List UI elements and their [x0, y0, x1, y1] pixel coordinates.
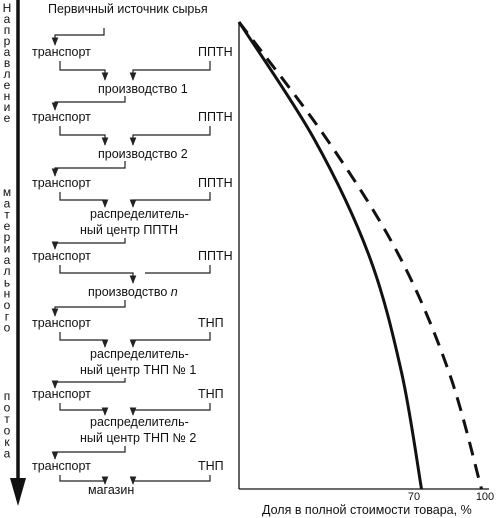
axis-letter: о — [4, 298, 11, 312]
production-1-label: производство 1 — [98, 82, 188, 96]
pptn-label-3: ППТН — [198, 176, 233, 190]
transport-label-4: транспорт — [32, 249, 91, 263]
connector-tnp6-dctnp2 — [129, 403, 211, 416]
pptn-label-4: ППТН — [198, 249, 233, 263]
x-axis-label: Доля в полной стоимости товара, % — [262, 503, 472, 517]
connector-tnp7-store — [129, 475, 211, 485]
connector-dctnp1-transport6 — [51, 378, 126, 389]
connector-production2-transport3 — [51, 161, 126, 177]
axis-letter: а — [4, 253, 11, 267]
source-label: Первичный источник сырья — [48, 2, 208, 16]
axis-letter: а — [4, 12, 11, 26]
production-2-label: производство 2 — [98, 147, 188, 161]
axis-letter: Н — [3, 1, 12, 15]
transport-label-6: транспорт — [32, 387, 91, 401]
axis-letter: р — [4, 230, 11, 244]
axis-letter: е — [4, 111, 11, 125]
axis-letter: и — [4, 242, 11, 256]
axis-letter: т — [4, 208, 10, 222]
axis-letter: о — [4, 321, 11, 335]
transport-label-1: транспорт — [32, 45, 91, 59]
connector-pptn3-dcpptn — [129, 192, 211, 208]
pptn-label-1: ППТН — [198, 45, 233, 59]
production-n-prefix: производство — [88, 285, 171, 299]
pptn-label-2: ППТН — [198, 110, 233, 124]
axis-letter: а — [4, 45, 11, 59]
connector-productionn-transport5 — [51, 300, 126, 317]
dc-tnp1-label-line2: ный центр ТНП № 1 — [80, 363, 196, 377]
connector-source-transport1 — [51, 28, 105, 46]
connector-transport4-productionn — [59, 265, 137, 284]
axis-letter: а — [4, 447, 11, 461]
connector-tnp5-dctnp1 — [129, 332, 211, 348]
axis-letter: м — [3, 185, 11, 199]
connector-transport7-store — [59, 475, 109, 485]
dc-tnp2-label-line2: ный центр ТНП № 2 — [80, 431, 196, 445]
production-n-var: n — [171, 285, 178, 299]
axis-letter: л — [3, 67, 10, 81]
transport-label-3: транспорт — [32, 176, 91, 190]
axis-letter: н — [4, 287, 11, 301]
axis-letter: о — [4, 424, 11, 438]
flow-connectors — [51, 28, 211, 485]
axis-letter: е — [4, 78, 11, 92]
connector-dcpptn-transport4 — [51, 238, 126, 250]
axis-letter: п — [4, 389, 11, 403]
axis-letter: н — [4, 89, 11, 103]
connector-transport1-production1 — [59, 61, 109, 81]
store-label: магазин — [88, 483, 134, 497]
transport-label-7: транспорт — [32, 459, 91, 473]
material-flow-arrowhead — [10, 478, 26, 506]
x-tick-70: 70 — [408, 491, 420, 503]
connector-pptn2-production2 — [129, 126, 211, 146]
axis-letter: в — [4, 56, 10, 70]
connector-transport3-dcpptn — [59, 192, 109, 208]
dc-pptn-label-line2: ный центр ППТН — [80, 223, 178, 237]
connector-pptn4-productionn — [145, 265, 211, 274]
series-dashed-curve — [237, 21, 483, 490]
connector-dctnp2-transport7 — [51, 446, 126, 460]
transport-label-5: транспорт — [32, 316, 91, 330]
axis-letter: о — [4, 401, 11, 415]
axis-letter: т — [4, 412, 10, 426]
tnp-label-6: ТНП — [198, 387, 224, 401]
transport-label-2: транспорт — [32, 110, 91, 124]
axis-letter: л — [3, 264, 10, 278]
dc-tnp1-label-line1: распределитель- — [90, 347, 189, 361]
cost-share-chart: 70 100 Доля в полной стоимости товара, % — [237, 21, 494, 517]
connector-transport6-dctnp2 — [59, 403, 109, 416]
axis-letter: п — [4, 23, 11, 37]
axis-letter: е — [4, 219, 11, 233]
connector-transport2-production2 — [59, 126, 109, 146]
axis-letter: р — [4, 34, 11, 48]
dc-tnp2-label-line1: распределитель- — [90, 415, 189, 429]
axis-letter: г — [5, 309, 10, 323]
axis-letter: ь — [4, 275, 10, 289]
series-solid-curve — [237, 21, 423, 490]
axis-letter: к — [4, 435, 10, 449]
x-tick-100: 100 — [476, 491, 494, 503]
production-n-label: производство n — [88, 285, 178, 299]
connector-transport5-dctnp1 — [59, 332, 109, 348]
axis-letter: а — [4, 196, 11, 210]
tnp-label-5: ТНП — [198, 316, 224, 330]
connector-production1-transport2 — [51, 96, 126, 111]
axis-letter: и — [4, 100, 11, 114]
connector-pptn1-production1 — [129, 61, 211, 81]
dc-pptn-label-line1: распределитель- — [90, 207, 189, 221]
tnp-label-7: ТНП — [198, 459, 224, 473]
